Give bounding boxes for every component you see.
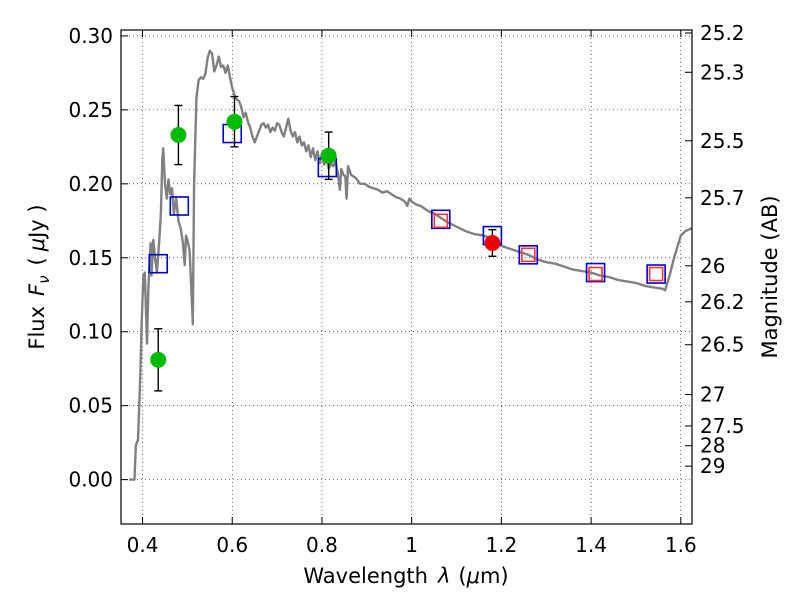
y2-tick-label: 26.5 [700, 333, 745, 357]
nir-photometry-square [648, 266, 664, 282]
observed-optical-point [170, 127, 187, 144]
model-photometry-square [169, 196, 190, 216]
plot-frame [120, 29, 693, 525]
x-tick-label: 0.4 [127, 533, 159, 557]
axes: 0.4 0.6 0.8 1 1.2 1.4 1.6 0.00 0.05 0.10 0.15 0.20 0… [68, 21, 744, 557]
model-photometry-square [518, 245, 539, 265]
y2-tick-label: 26 [700, 254, 725, 278]
y2-tick-label: 25.5 [700, 129, 745, 153]
nir-photometry-square [433, 213, 449, 229]
y-tick-label: 0.00 [68, 468, 113, 492]
y2-axis-label: Magnitude (AB) [758, 195, 782, 358]
y-tick-label: 0.15 [68, 246, 113, 270]
x-tick-label: 1.4 [575, 533, 607, 557]
y-tick-label: 0.30 [68, 24, 113, 48]
y-axis-label: FluxFν(μJy ) [25, 204, 53, 349]
observed-optical-point [150, 351, 167, 368]
model-spectrum-line [129, 49, 692, 481]
y2-tick-label: 27 [700, 383, 725, 407]
y2-tick-label: 25.3 [700, 60, 745, 84]
x-tick-label: 1.2 [485, 533, 517, 557]
y2-tick-label: 25.2 [700, 21, 745, 45]
nir-photometry-square [588, 266, 603, 282]
y2-tick-label: 26.2 [700, 290, 745, 314]
y2-tick-label: 28 [700, 434, 725, 458]
observed-nir-point [484, 234, 501, 251]
x-axis-label: Wavelength λ (μm) [303, 564, 508, 588]
model-photometry-square [646, 264, 666, 284]
model-photometry-square [431, 209, 451, 230]
y-tick-label: 0.25 [68, 98, 113, 122]
plot-area [129, 49, 692, 481]
y-tick-label: 0.20 [68, 172, 113, 196]
nir-photometry-square [520, 247, 536, 263]
model-photometry-square [148, 253, 169, 274]
y2-tick-label: 27.5 [700, 414, 745, 438]
x-tick-label: 1 [405, 533, 418, 557]
observed-optical-point [320, 147, 337, 164]
observed-optical-point [226, 113, 243, 130]
y-tick-label: 0.05 [68, 394, 113, 418]
x-tick-label: 0.6 [216, 533, 248, 557]
x-tick-label: 0.8 [306, 533, 338, 557]
x-tick-label: 1.6 [665, 533, 697, 557]
y-tick-label: 0.10 [68, 320, 113, 344]
y2-tick-label: 25.7 [700, 186, 745, 210]
y2-tick-label: 29 [700, 454, 725, 478]
model-photometry-square [585, 262, 606, 283]
